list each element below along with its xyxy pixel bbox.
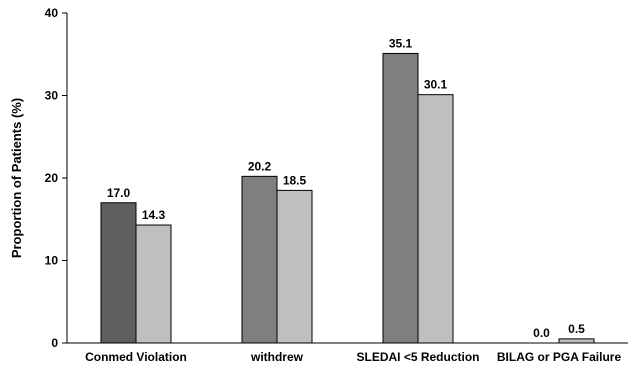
category-label: SLEDAI <5 Reduction (356, 350, 479, 364)
data-label: 17.0 (107, 186, 131, 200)
data-label: 30.1 (424, 78, 448, 92)
y-axis-title: Proportion of Patients (%) (9, 98, 24, 258)
data-label: 35.1 (389, 36, 413, 50)
bar (382, 52, 419, 344)
y-tick-label: 10 (45, 254, 59, 268)
bar (241, 175, 278, 344)
data-label: 0.5 (568, 322, 585, 336)
category-labels: Conmed Violation withdrew SLEDAI <5 Reduct… (85, 350, 621, 364)
bar (276, 189, 313, 344)
bars (100, 52, 595, 344)
y-axis-ticks: 0 10 20 30 40 (45, 6, 67, 350)
data-labels: 17.0 20.2 35.1 0.0 14.3 18.5 30.1 0.5 (107, 36, 585, 340)
category-label: withdrew (250, 350, 304, 364)
y-tick-label: 20 (45, 171, 59, 185)
y-tick-label: 0 (51, 336, 58, 350)
category-label: Conmed Violation (85, 350, 187, 364)
bar (135, 224, 172, 344)
y-tick-label: 40 (45, 6, 59, 20)
y-tick-label: 30 (45, 89, 59, 103)
data-label: 20.2 (248, 159, 272, 173)
data-label: 0.0 (533, 326, 550, 340)
bar (100, 202, 137, 344)
data-label: 14.3 (142, 208, 166, 222)
bar (417, 94, 454, 344)
bar (558, 338, 595, 344)
data-label: 18.5 (283, 173, 307, 187)
category-label: BILAG or PGA Failure (497, 350, 622, 364)
